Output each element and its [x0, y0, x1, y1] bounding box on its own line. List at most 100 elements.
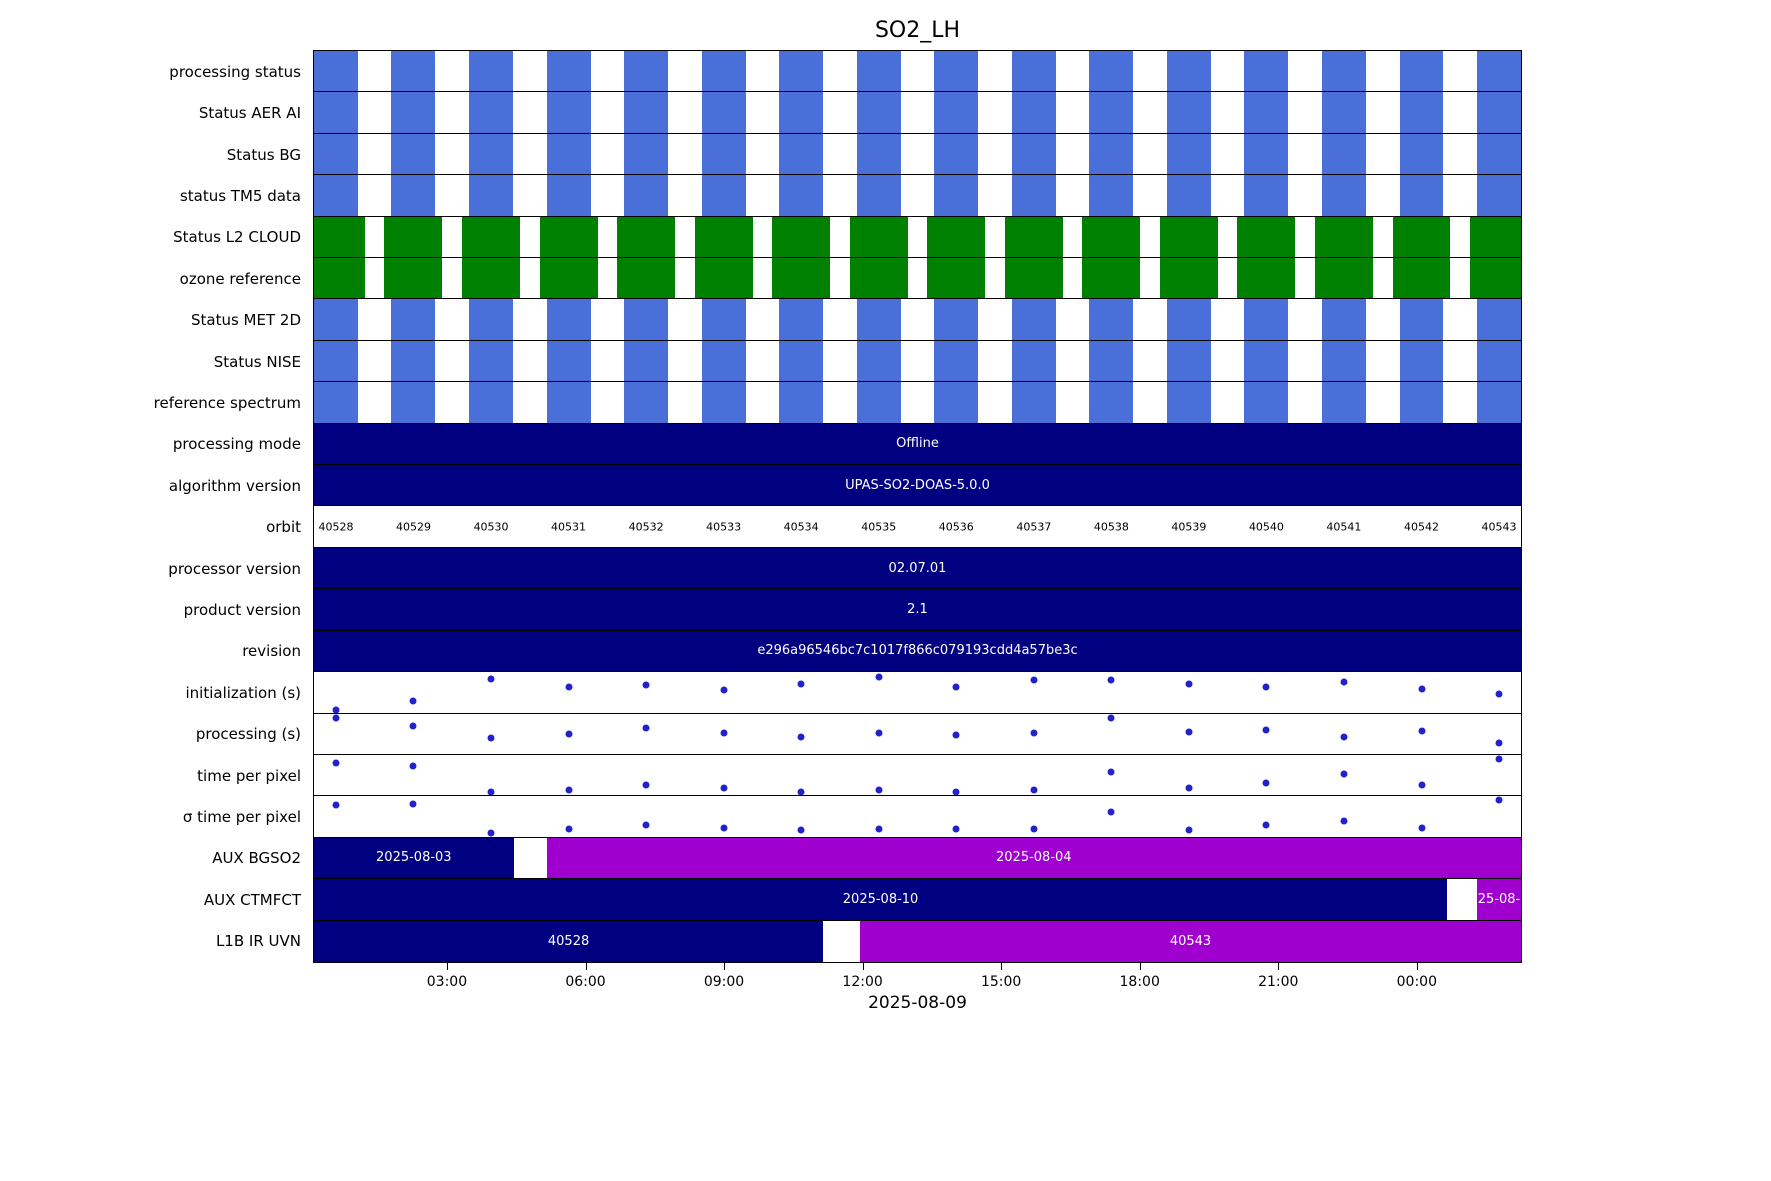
scatter-dot	[332, 706, 340, 713]
blue-status-bar	[934, 340, 979, 382]
blue-status-bar	[546, 175, 591, 216]
solid-bar-text: UPAS-SO2-DOAS-5.0.0	[845, 477, 990, 493]
chart-row-solid: e296a96546bc7c1017f866c079193cdd4a57be3c	[314, 630, 1521, 673]
scatter-dot	[720, 824, 728, 832]
scatter-dot	[1107, 768, 1115, 776]
green-status-bar	[617, 216, 676, 258]
scatter-dot	[1262, 726, 1270, 734]
scatter-dot	[1418, 685, 1426, 693]
row-label: algorithm version	[168, 476, 301, 495]
chart-row-orbit-bars	[314, 299, 1521, 341]
scatter-dot	[1030, 825, 1038, 833]
scatter-dot	[1418, 824, 1426, 832]
segment-bar: 40528	[314, 920, 824, 962]
scatter-dot	[1418, 781, 1426, 789]
blue-status-bar	[1011, 92, 1056, 133]
row-label: processing (s)	[195, 725, 301, 744]
scatter-dot	[1495, 755, 1503, 763]
x-tick	[1278, 963, 1280, 970]
green-status-bar	[1314, 216, 1373, 258]
blue-status-bar	[1244, 382, 1289, 423]
segment-bar: 2025-08-10	[314, 879, 1448, 920]
blue-status-bar	[1166, 51, 1211, 92]
blue-status-bar	[546, 133, 591, 175]
blue-status-bar	[391, 92, 436, 133]
x-tick	[724, 963, 726, 970]
blue-status-bar	[391, 382, 436, 423]
scatter-dot	[332, 801, 340, 809]
green-status-bar	[772, 216, 831, 258]
green-status-bar	[539, 216, 598, 258]
blue-status-bar	[1089, 175, 1134, 216]
scatter-dot	[1495, 739, 1503, 747]
blue-status-bar	[1011, 175, 1056, 216]
scatter-dot	[1262, 683, 1270, 691]
scatter-dot	[1495, 690, 1503, 698]
chart-row-scatter	[314, 796, 1521, 838]
blue-status-bar	[469, 51, 514, 92]
blue-status-bar	[1321, 51, 1366, 92]
green-status-bar	[539, 258, 598, 299]
green-status-bar	[384, 258, 443, 299]
green-status-bar	[1314, 258, 1373, 299]
scatter-dot	[875, 825, 883, 833]
blue-status-bar	[701, 299, 746, 340]
scatter-dot	[1418, 727, 1426, 735]
green-status-bar	[1470, 258, 1521, 299]
blue-status-bar	[624, 299, 669, 340]
orbit-number: 40530	[473, 520, 509, 534]
orbit-number: 40543	[1481, 520, 1517, 534]
blue-status-bar	[1321, 175, 1366, 216]
scatter-dot	[1107, 714, 1115, 722]
blue-status-bar	[1477, 175, 1521, 216]
green-status-bar	[849, 258, 908, 299]
green-status-bar	[1392, 216, 1451, 258]
blue-status-bar	[1321, 92, 1366, 133]
blue-status-bar	[624, 340, 669, 382]
green-status-bar	[694, 258, 753, 299]
scatter-dot	[565, 730, 573, 738]
orbit-number: 40535	[861, 520, 897, 534]
blue-status-bar	[1477, 133, 1521, 175]
blue-status-bar	[934, 51, 979, 92]
chart-row-orbit-bars	[314, 133, 1521, 176]
blue-status-bar	[856, 175, 901, 216]
row-label: σ time per pixel	[182, 808, 301, 827]
scatter-dot	[797, 788, 805, 796]
blue-status-bar	[1166, 382, 1211, 423]
row-label: AUX CTMFCT	[203, 890, 301, 909]
blue-status-bar	[1011, 299, 1056, 340]
scatter-dot	[1107, 676, 1115, 684]
blue-status-bar	[1166, 340, 1211, 382]
blue-status-bar	[391, 133, 436, 175]
blue-status-bar	[1166, 175, 1211, 216]
blue-status-bar	[314, 92, 358, 133]
blue-status-bar	[546, 382, 591, 423]
scatter-dot	[487, 788, 495, 796]
chart-row-solid: UPAS-SO2-DOAS-5.0.0	[314, 465, 1521, 507]
x-axis-label: 2025-08-09	[868, 993, 967, 1013]
row-label: Status BG	[226, 145, 301, 164]
blue-status-bar	[934, 92, 979, 133]
chart-title: SO2_LH	[874, 18, 961, 43]
scatter-dot	[565, 786, 573, 794]
orbit-number: 40542	[1404, 520, 1440, 534]
x-tick	[1001, 963, 1003, 970]
green-status-bar	[694, 216, 753, 258]
scatter-dot	[1030, 676, 1038, 684]
green-status-bar	[1159, 216, 1218, 258]
row-label: AUX BGSO2	[212, 849, 301, 868]
blue-status-bar	[1477, 382, 1521, 423]
x-tick-label: 15:00	[980, 974, 1022, 990]
blue-status-bar	[314, 382, 358, 423]
scatter-dot	[642, 681, 650, 689]
chart-row-scatter	[314, 672, 1521, 714]
blue-status-bar	[1399, 175, 1444, 216]
blue-status-bar	[779, 340, 824, 382]
blue-status-bar	[779, 51, 824, 92]
green-status-bar	[384, 216, 443, 258]
blue-status-bar	[1244, 340, 1289, 382]
orbit-number: 40528	[318, 520, 354, 534]
chart-row-segments: 40528 40543	[314, 920, 1521, 962]
x-tick-label: 09:00	[703, 974, 745, 990]
